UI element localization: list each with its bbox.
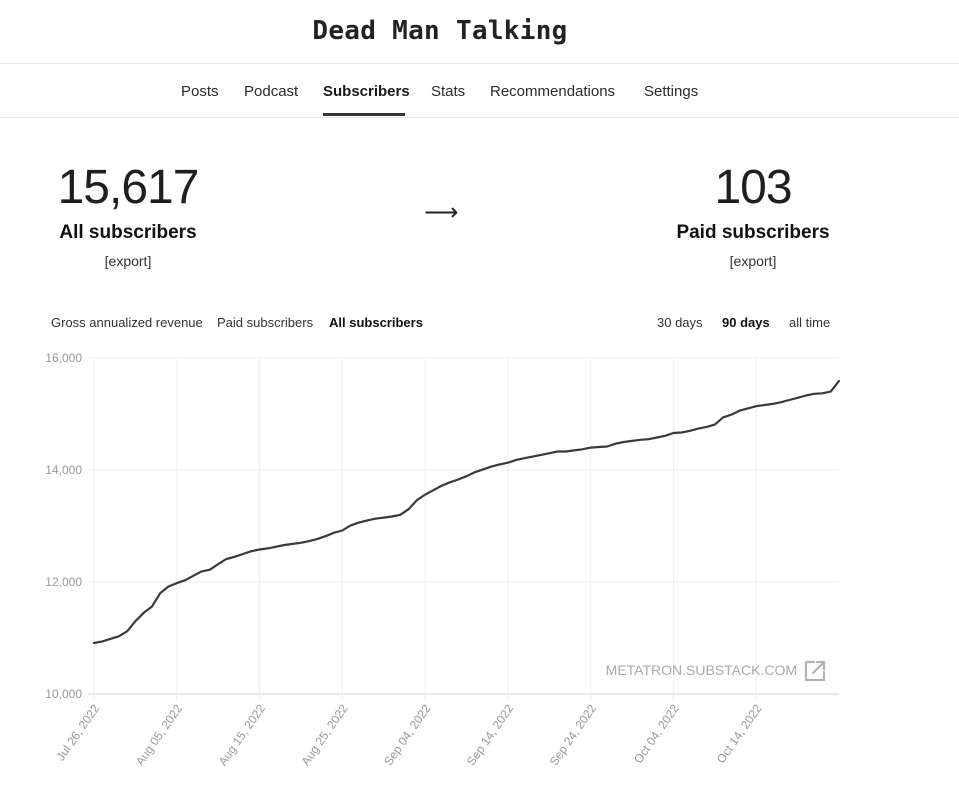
paid-subscribers-count: 103 <box>714 161 792 214</box>
x-tick-label: Sep 24, 2022 <box>547 701 600 768</box>
paid-subscribers-summary: 103 Paid subscribers [export] <box>653 161 853 270</box>
paid-subscribers-label: Paid subscribers <box>676 222 830 243</box>
y-tick-label: 14,000 <box>45 463 82 477</box>
metric-tab-paid-subscribers[interactable]: Paid subscribers <box>217 315 314 330</box>
external-link-icon[interactable] <box>804 660 826 682</box>
x-tick-label: Sep 14, 2022 <box>464 701 517 768</box>
x-tick-label: Aug 25, 2022 <box>298 701 351 768</box>
metric-tab-gross-revenue[interactable]: Gross annualized revenue <box>51 315 203 330</box>
export-paid-subscribers-link[interactable]: [export] <box>729 253 777 269</box>
range-tab-30-days[interactable]: 30 days <box>657 315 703 330</box>
tab-settings[interactable]: Settings <box>644 83 699 100</box>
tab-podcast[interactable]: Podcast <box>244 83 299 100</box>
watermark-text: METATRON.SUBSTACK.COM <box>606 662 797 678</box>
tab-posts[interactable]: Posts <box>181 83 219 100</box>
range-tab-90-days[interactable]: 90 days <box>722 315 770 330</box>
tab-stats[interactable]: Stats <box>431 83 466 100</box>
publication-title: Dead Man Talking <box>312 16 568 46</box>
arrow-icon: ⟶ <box>424 199 459 226</box>
all-subscribers-label: All subscribers <box>59 222 197 243</box>
y-tick-label: 12,000 <box>45 575 82 589</box>
nav-divider <box>0 117 959 118</box>
y-tick-label: 10,000 <box>45 687 82 701</box>
x-tick-label: Jul 26, 2022 <box>53 701 102 763</box>
tab-recommendations[interactable]: Recommendations <box>490 83 616 100</box>
active-tab-indicator <box>323 113 405 116</box>
x-tick-label: Aug 05, 2022 <box>133 701 186 768</box>
metric-tab-all-subscribers[interactable]: All subscribers <box>329 315 423 330</box>
tab-subscribers[interactable]: Subscribers <box>323 83 410 100</box>
x-tick-label: Sep 04, 2022 <box>381 701 434 768</box>
series-line <box>92 379 841 645</box>
range-tab-all-time[interactable]: all time <box>789 315 831 330</box>
x-tick-label: Oct 04, 2022 <box>631 701 682 766</box>
all-subscribers-summary: 15,617 All subscribers [export] <box>28 161 228 270</box>
export-all-subscribers-link[interactable]: [export] <box>104 253 152 269</box>
all-subscribers-count: 15,617 <box>57 161 200 214</box>
dashboard-nav: Posts Podcast Subscribers Stats Recommen… <box>0 64 959 117</box>
x-tick-label: Oct 14, 2022 <box>714 701 765 766</box>
x-tick-label: Aug 15, 2022 <box>216 701 269 768</box>
header-divider <box>0 63 959 64</box>
y-tick-label: 16,000 <box>45 351 82 365</box>
